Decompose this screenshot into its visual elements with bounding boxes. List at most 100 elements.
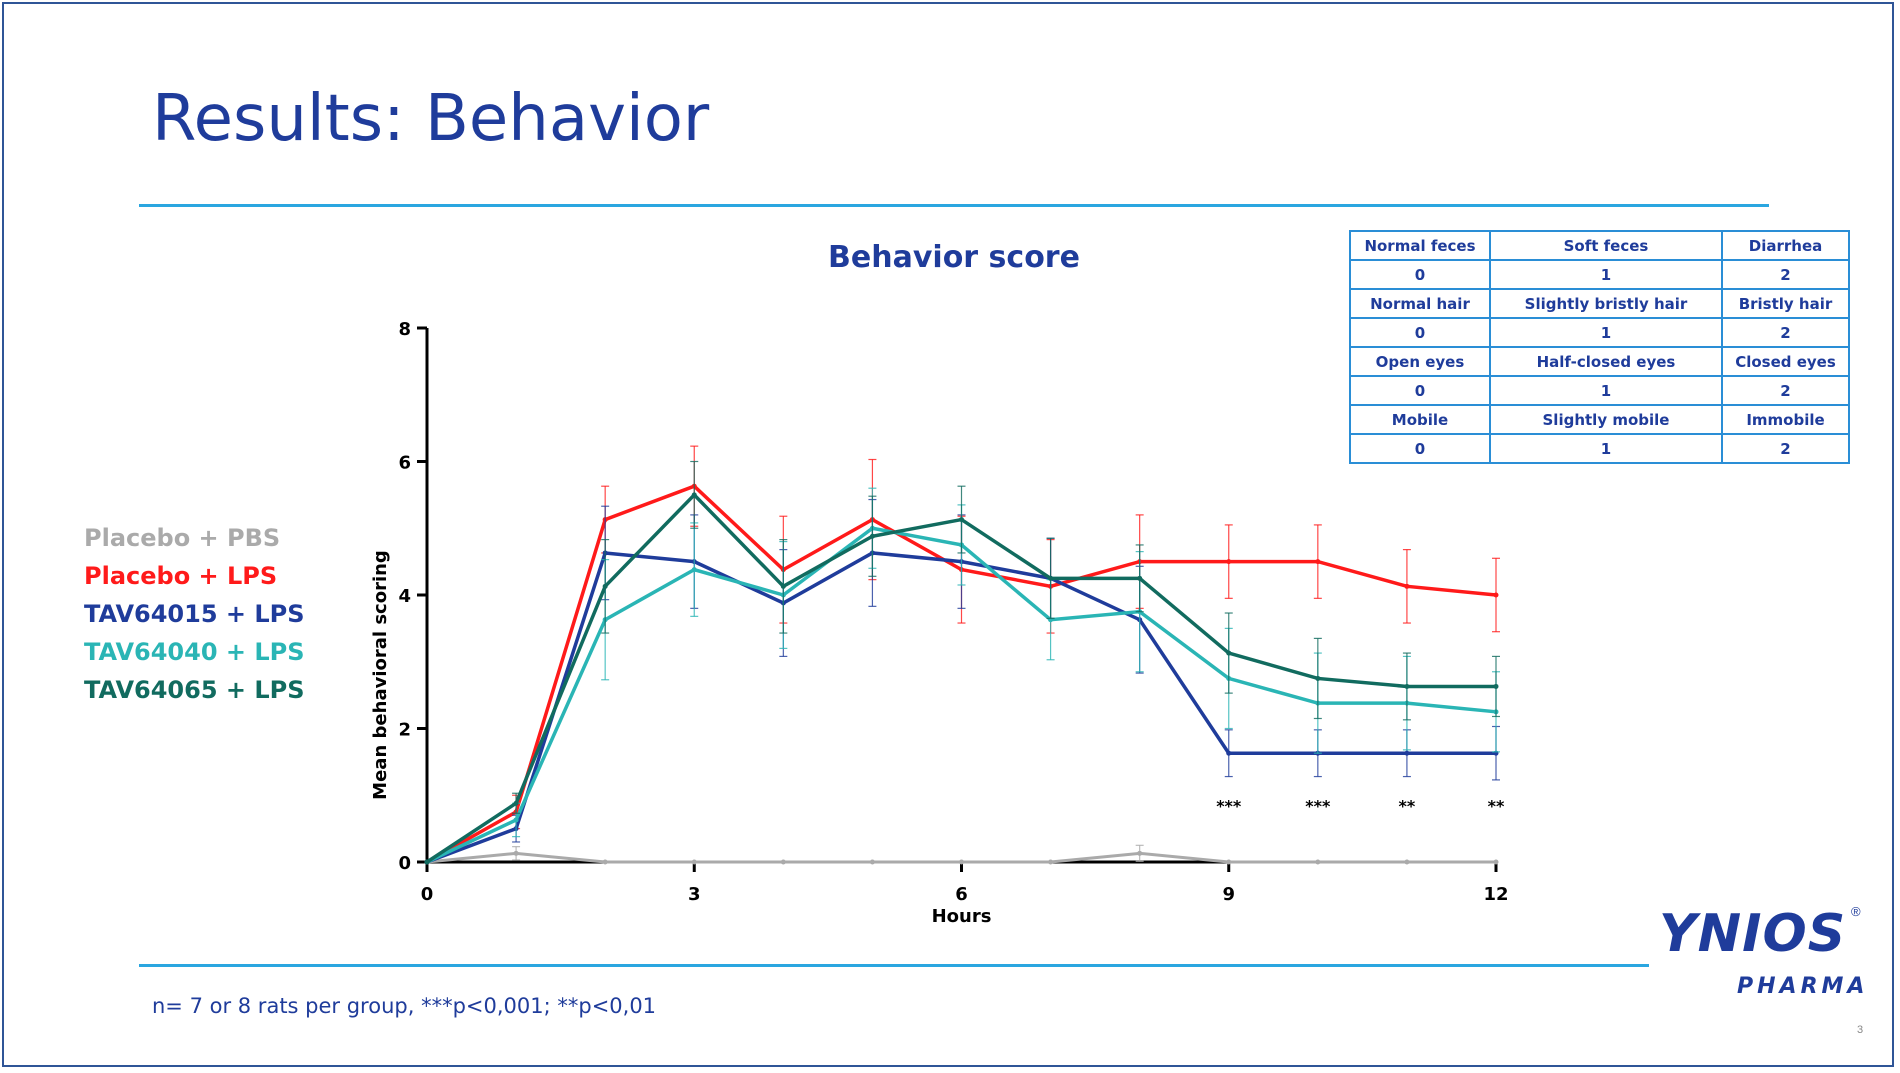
data-point-tav64065-lps [1226,650,1232,656]
data-point-tav64065-lps [869,533,875,539]
data-point-placebo-pbs [1048,859,1054,865]
data-point-placebo-pbs [1315,859,1321,865]
legend-item-tav64065-lps: TAV64065 + LPS [84,676,305,704]
chart-title: Behavior score [828,240,1080,275]
logo-wordmark: YNIOS [1659,904,1847,964]
data-point-tav64065-lps [959,517,964,523]
x-tick-label: 3 [688,884,701,905]
x-tick-label: 9 [1222,884,1235,905]
scoring-table-cell: 1 [1488,317,1723,348]
y-tick-label: 6 [398,453,411,474]
y-tick-label: 2 [398,720,411,741]
data-point-tav64015-lps [1404,750,1410,756]
scoring-table-cell: 0 [1349,317,1491,348]
scoring-table-cell: 2 [1720,317,1851,348]
data-point-tav64065-lps [1048,575,1054,581]
data-point-placebo-lps [1493,592,1499,598]
data-point-tav64015-lps [1226,750,1232,756]
x-tick-label: 0 [421,884,434,905]
scoring-table-cell: Half-closed eyes [1488,346,1723,377]
footer-rule [139,964,1649,967]
logo-subtitle: PHARMA [1737,974,1869,999]
scoring-table-cell: Bristly hair [1720,288,1851,319]
scoring-table-cell: Immobile [1720,404,1851,435]
data-point-placebo-pbs [959,859,964,865]
slide-title: Results: Behavior [152,82,710,156]
data-point-placebo-pbs [691,859,697,865]
data-point-placebo-lps [1315,559,1321,565]
x-axis-label: Hours [932,906,992,927]
data-point-tav64065-lps [780,583,786,589]
significance-annotation: ** [1488,796,1505,815]
data-point-tav64065-lps [513,800,519,806]
page-number: 3 [1857,1024,1864,1036]
data-point-placebo-pbs [1137,850,1143,856]
scoring-table-cell: 1 [1488,259,1723,290]
scoring-table-cell: 0 [1349,375,1491,406]
data-point-tav64065-lps [424,859,430,865]
data-point-placebo-pbs [869,859,875,865]
scoring-table-cell: Open eyes [1349,346,1491,377]
data-point-tav64065-lps [1493,683,1499,689]
scoring-table-cell: Slightly mobile [1488,404,1723,435]
legend-item-tav64040-lps: TAV64040 + LPS [84,638,305,666]
scoring-table-cell: Slightly bristly hair [1488,288,1723,319]
scoring-table-cell: Soft feces [1488,230,1723,261]
x-tick-label: 12 [1483,884,1508,905]
scoring-table: Normal feces Soft feces Diarrhea 0 1 2 Normal … [1349,230,1851,464]
legend-item-placebo-pbs: Placebo + PBS [84,524,281,552]
scoring-table-cell: 2 [1720,433,1851,464]
significance-annotation: *** [1305,796,1331,815]
data-point-placebo-pbs [602,859,608,865]
title-underline [139,204,1769,207]
data-point-placebo-lps [1226,559,1232,565]
data-point-tav64065-lps [602,583,608,589]
y-tick-label: 0 [398,853,411,874]
scoring-table-cell: 1 [1488,375,1723,406]
legend-item-placebo-lps: Placebo + LPS [84,562,278,590]
data-point-placebo-pbs [780,859,786,865]
scoring-table-cell: Normal feces [1349,230,1491,261]
data-point-placebo-pbs [513,850,519,856]
scoring-table-cell: 2 [1720,375,1851,406]
data-point-placebo-lps [1404,583,1410,589]
scoring-table-row: Mobile Slightly mobile Immobile [1349,404,1851,435]
significance-annotation: ** [1399,796,1416,815]
footnote: n= 7 or 8 rats per group, ***p<0,001; **… [152,994,657,1018]
y-tick-label: 4 [398,586,411,607]
data-point-tav64065-lps [691,492,697,498]
scoring-table-cell: Normal hair [1349,288,1491,319]
scoring-table-cell: Diarrhea [1720,230,1851,261]
data-point-placebo-pbs [1226,859,1232,865]
scoring-table-cell: 0 [1349,259,1491,290]
scoring-table-row: Open eyes Half-closed eyes Closed eyes [1349,346,1851,377]
logo-registered-mark: ® [1851,904,1861,919]
x-tick-label: 6 [955,884,968,905]
significance-annotation: *** [1216,796,1242,815]
data-point-placebo-pbs [1493,859,1499,865]
scoring-table-cell: 1 [1488,433,1723,464]
y-tick-label: 8 [398,319,411,340]
data-point-tav64065-lps [1404,683,1410,689]
data-point-placebo-pbs [1404,859,1410,865]
scoring-table-cell: Closed eyes [1720,346,1851,377]
data-point-tav64065-lps [1137,575,1143,581]
chart-legend: Placebo + PBS Placebo + LPS TAV64015 + L… [84,519,305,709]
scoring-table-cell: Mobile [1349,404,1491,435]
data-point-tav64040-lps [513,817,519,823]
scoring-table-row: Normal hair Slightly bristly hair Bristly … [1349,288,1851,319]
scoring-table-row: Normal feces Soft feces Diarrhea [1349,230,1851,261]
data-point-tav64040-lps [691,567,697,573]
behavior-score-chart: 0 2 4 6 8 0 3 6 9 12 Hours Mean behavioral scoring *… [370,319,1509,927]
scoring-table-cell: 0 [1349,433,1491,464]
y-axis-label: Mean behavioral scoring [370,550,391,800]
data-point-tav64065-lps [1315,675,1321,681]
scoring-table-cell: 2 [1720,259,1851,290]
ynios-pharma-logo: YNIOS ® PHARMA [1659,904,1864,1004]
legend-item-tav64015-lps: TAV64015 + LPS [84,600,305,628]
